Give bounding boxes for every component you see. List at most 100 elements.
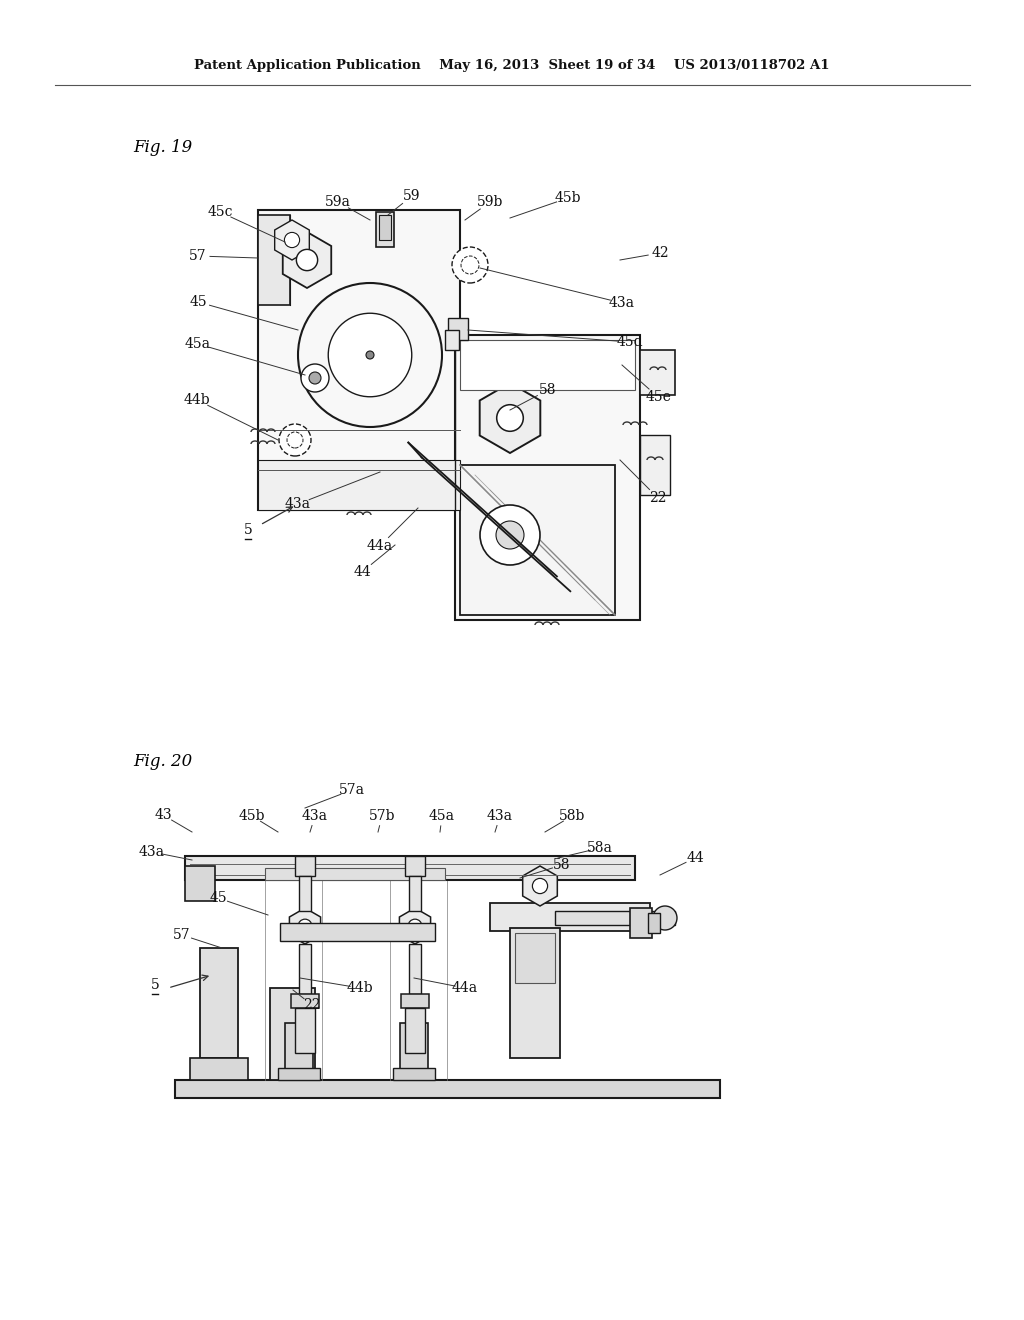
Text: 22: 22 <box>649 491 667 506</box>
Text: 57a: 57a <box>339 783 365 797</box>
Bar <box>460 341 635 389</box>
Text: 45b: 45b <box>555 191 582 205</box>
Circle shape <box>296 249 317 271</box>
Circle shape <box>480 506 540 565</box>
Text: 58b: 58b <box>559 809 585 822</box>
Bar <box>295 1008 315 1053</box>
Bar <box>455 335 640 620</box>
Polygon shape <box>290 908 321 944</box>
Text: 45e: 45e <box>645 389 671 404</box>
Text: 59: 59 <box>403 189 421 203</box>
Text: 43a: 43a <box>285 498 311 511</box>
Text: Fig. 19: Fig. 19 <box>133 140 193 157</box>
Circle shape <box>309 372 321 384</box>
Bar <box>295 855 315 876</box>
Text: 45: 45 <box>209 891 226 906</box>
Bar <box>190 1059 248 1080</box>
Bar <box>406 855 425 876</box>
Bar <box>648 913 660 933</box>
Bar <box>406 1008 425 1053</box>
Polygon shape <box>522 866 557 906</box>
Text: 44b: 44b <box>183 393 210 407</box>
Text: 44: 44 <box>686 851 703 865</box>
Bar <box>270 987 315 1080</box>
Circle shape <box>496 521 524 549</box>
Circle shape <box>285 232 300 248</box>
Text: 57b: 57b <box>369 809 395 822</box>
Text: 42: 42 <box>651 246 669 260</box>
Bar <box>555 911 675 925</box>
Bar <box>278 1068 319 1080</box>
Bar <box>258 210 460 510</box>
Bar <box>258 215 290 305</box>
Circle shape <box>298 919 312 933</box>
Polygon shape <box>479 383 541 453</box>
Text: 45: 45 <box>189 294 207 309</box>
Circle shape <box>461 256 479 275</box>
Circle shape <box>366 351 374 359</box>
Polygon shape <box>399 908 430 944</box>
Text: 59a: 59a <box>325 195 351 209</box>
Text: 44a: 44a <box>367 539 393 553</box>
Bar <box>291 994 319 1008</box>
Text: 45a: 45a <box>429 809 455 822</box>
Bar <box>185 855 635 880</box>
Text: 43a: 43a <box>487 809 513 822</box>
Bar <box>379 215 391 240</box>
Bar <box>376 213 394 247</box>
Circle shape <box>279 424 311 455</box>
Bar <box>175 1080 720 1098</box>
Text: 43a: 43a <box>609 296 635 310</box>
Polygon shape <box>274 220 309 260</box>
Bar <box>285 1023 313 1080</box>
Bar <box>630 908 652 939</box>
Bar <box>400 1023 428 1080</box>
Circle shape <box>298 282 442 426</box>
Bar <box>640 350 675 395</box>
Text: 44a: 44a <box>452 981 478 995</box>
Text: Fig. 20: Fig. 20 <box>133 754 193 771</box>
Text: 5: 5 <box>244 523 252 537</box>
Text: 59b: 59b <box>477 195 503 209</box>
Text: 45d: 45d <box>616 335 643 348</box>
Bar <box>401 994 429 1008</box>
Circle shape <box>409 919 422 933</box>
Bar <box>445 330 459 350</box>
Text: Patent Application Publication    May 16, 2013  Sheet 19 of 34    US 2013/011870: Patent Application Publication May 16, 2… <box>195 58 829 71</box>
Bar <box>185 866 215 902</box>
Text: 44: 44 <box>353 565 371 579</box>
Bar <box>510 928 560 1059</box>
Text: 57: 57 <box>173 928 190 942</box>
Circle shape <box>452 247 488 282</box>
Bar <box>299 876 311 911</box>
Text: 43a: 43a <box>302 809 328 822</box>
Circle shape <box>532 878 548 894</box>
Text: 45a: 45a <box>185 337 211 351</box>
Bar <box>640 436 670 495</box>
Bar <box>265 869 445 880</box>
Circle shape <box>653 906 677 931</box>
Circle shape <box>287 432 303 447</box>
Bar <box>393 1068 435 1080</box>
Text: 22: 22 <box>303 998 321 1012</box>
Text: 45c: 45c <box>207 205 232 219</box>
Bar <box>515 933 555 983</box>
Bar <box>490 903 650 931</box>
Text: 5: 5 <box>151 978 160 993</box>
Text: 43a: 43a <box>139 845 165 859</box>
Bar <box>258 459 460 510</box>
Polygon shape <box>283 232 331 288</box>
Bar <box>299 944 311 994</box>
Text: 44b: 44b <box>347 981 374 995</box>
Bar <box>280 923 435 941</box>
Text: 58: 58 <box>540 383 557 397</box>
Text: 43: 43 <box>155 808 172 822</box>
Bar <box>409 876 421 911</box>
Bar <box>200 948 238 1059</box>
Bar <box>449 318 468 341</box>
Circle shape <box>301 364 329 392</box>
Bar <box>409 944 421 994</box>
Text: 58: 58 <box>553 858 570 873</box>
Bar <box>460 465 615 615</box>
Text: 57: 57 <box>189 249 207 263</box>
